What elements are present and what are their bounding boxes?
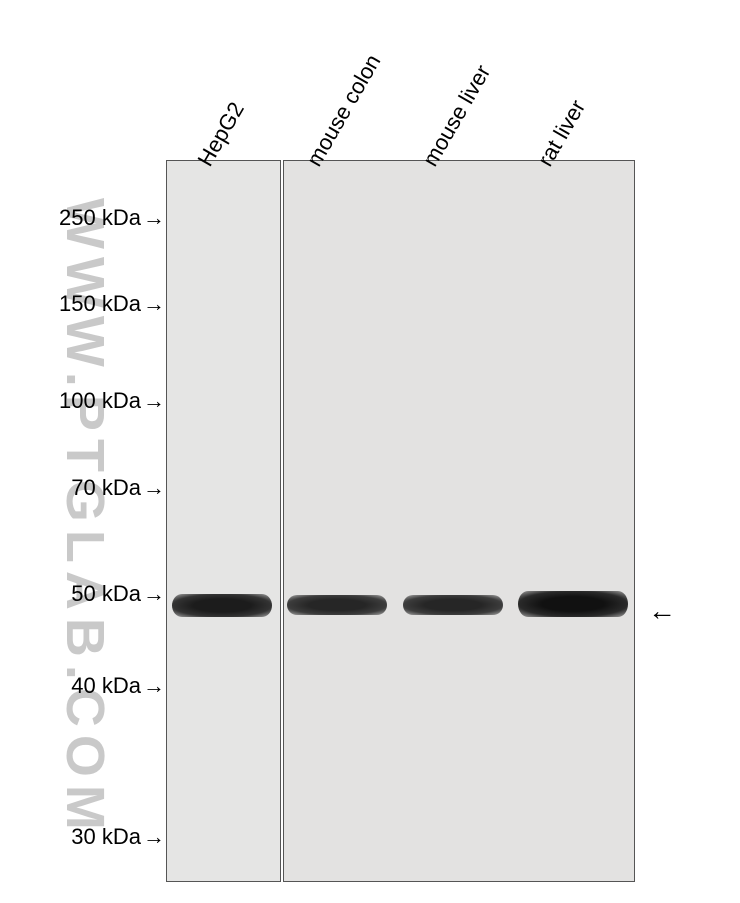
mw-arrow-icon: → bbox=[143, 673, 165, 698]
mw-marker: 30 kDa→ bbox=[71, 824, 165, 850]
blot-panel-1 bbox=[166, 160, 281, 882]
protein-band bbox=[518, 591, 628, 617]
mw-arrow-icon: → bbox=[143, 205, 165, 230]
mw-marker: 250 kDa→ bbox=[59, 205, 165, 231]
mw-arrow-icon: → bbox=[143, 824, 165, 849]
mw-marker: 40 kDa→ bbox=[71, 673, 165, 699]
mw-value: 70 kDa bbox=[71, 475, 141, 500]
mw-arrow-icon: → bbox=[143, 388, 165, 413]
blot-panel-2 bbox=[283, 160, 635, 882]
protein-band bbox=[172, 594, 272, 617]
protein-band bbox=[403, 595, 503, 615]
mw-arrow-icon: → bbox=[143, 581, 165, 606]
mw-marker: 50 kDa→ bbox=[71, 581, 165, 607]
protein-band bbox=[287, 595, 387, 615]
mw-value: 30 kDa bbox=[71, 824, 141, 849]
mw-arrow-icon: → bbox=[143, 291, 165, 316]
mw-arrow-icon: → bbox=[143, 475, 165, 500]
lane-label: mouse colon bbox=[301, 50, 386, 171]
lane-label: mouse liver bbox=[417, 61, 496, 171]
mw-marker: 70 kDa→ bbox=[71, 475, 165, 501]
mw-marker: 150 kDa→ bbox=[59, 291, 165, 317]
target-band-arrow: ← bbox=[648, 595, 676, 627]
mw-value: 100 kDa bbox=[59, 388, 141, 413]
mw-marker: 100 kDa→ bbox=[59, 388, 165, 414]
mw-value: 40 kDa bbox=[71, 673, 141, 698]
mw-value: 150 kDa bbox=[59, 291, 141, 316]
mw-value: 50 kDa bbox=[71, 581, 141, 606]
mw-value: 250 kDa bbox=[59, 205, 141, 230]
